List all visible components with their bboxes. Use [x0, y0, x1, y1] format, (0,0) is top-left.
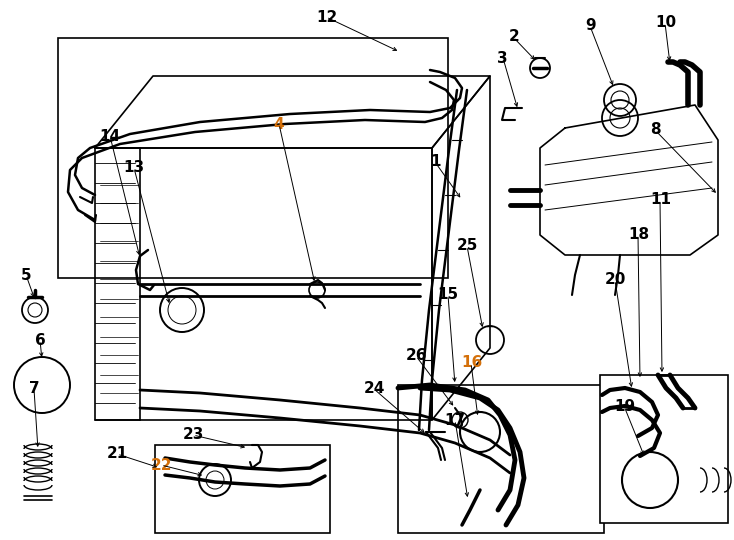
Bar: [58, 38, 448, 278]
Text: 16: 16: [462, 355, 482, 370]
Text: 15: 15: [437, 287, 458, 302]
Bar: [398, 385, 604, 533]
Text: 14: 14: [100, 129, 120, 144]
Text: 20: 20: [604, 272, 626, 287]
Text: 6: 6: [35, 333, 46, 348]
Text: 17: 17: [445, 413, 465, 428]
Text: 5: 5: [21, 268, 31, 283]
Text: 8: 8: [650, 122, 661, 137]
Text: 4: 4: [274, 117, 284, 132]
Text: 12: 12: [316, 10, 337, 25]
Text: 22: 22: [150, 458, 172, 473]
Text: 2: 2: [509, 29, 519, 44]
Text: 3: 3: [498, 51, 508, 66]
Text: 26: 26: [406, 348, 428, 363]
Text: 25: 25: [457, 238, 479, 253]
Text: 7: 7: [29, 381, 40, 396]
Text: 23: 23: [182, 427, 204, 442]
Text: 1: 1: [430, 154, 440, 170]
Text: 18: 18: [628, 227, 649, 242]
Bar: [155, 445, 330, 533]
Text: 19: 19: [615, 399, 636, 414]
Text: 10: 10: [655, 15, 676, 30]
Text: 24: 24: [363, 381, 385, 396]
Bar: [600, 375, 728, 523]
Text: 11: 11: [650, 192, 671, 207]
Text: 9: 9: [586, 18, 596, 33]
Text: 21: 21: [107, 446, 128, 461]
Text: 13: 13: [124, 160, 145, 175]
